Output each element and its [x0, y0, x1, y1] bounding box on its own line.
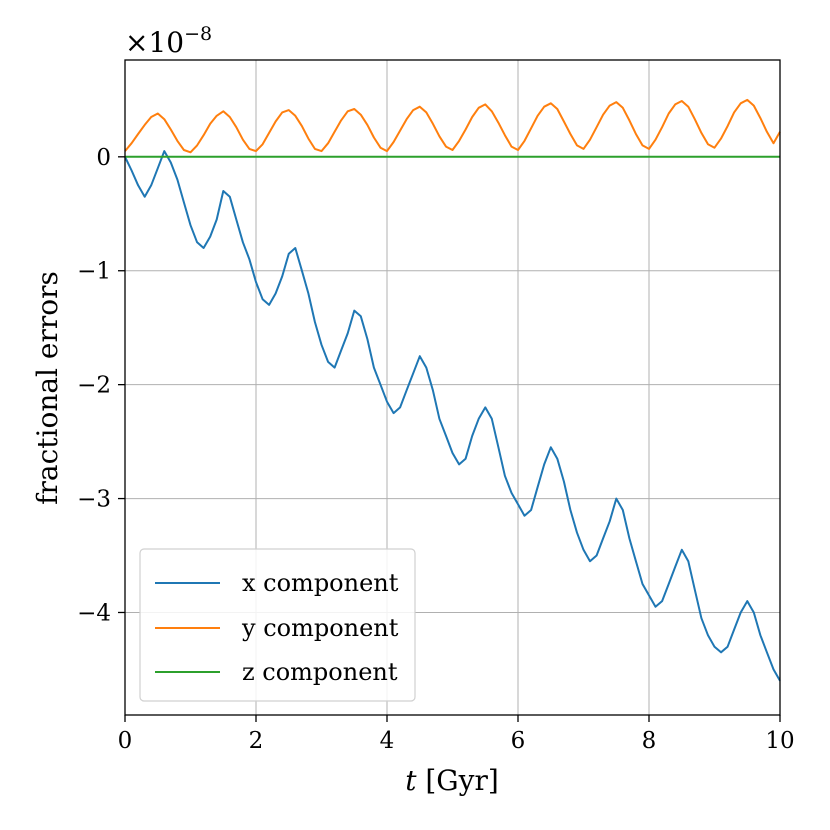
x-tick-label: 0	[118, 728, 133, 754]
x-tick-label: 2	[249, 728, 264, 754]
y-axis-label: fractional errors	[31, 271, 64, 505]
offset-text: ×10−8	[125, 23, 212, 59]
series-layer	[124, 98, 781, 682]
y-tick-label: −2	[77, 373, 111, 399]
legend-label-y: y component	[241, 614, 399, 642]
series-line-x	[124, 150, 781, 682]
y-tick-label: −4	[77, 600, 111, 626]
x-tick-label: 10	[765, 728, 794, 754]
x-tick-label: 8	[642, 728, 657, 754]
legend-box	[139, 548, 416, 702]
legend: x component y component z component	[139, 548, 416, 702]
y-tick-label: −1	[77, 259, 111, 285]
offset-exponent: −8	[184, 23, 212, 45]
legend-label-x: x component	[242, 569, 399, 597]
y-tick-label: 0	[96, 145, 111, 171]
ticks: 0 2 4 6 8 10 0 −1 −2 −3 −4	[77, 145, 795, 754]
y-tick-label: −3	[77, 487, 111, 513]
x-tick-label: 6	[511, 728, 526, 754]
legend-label-z: z component	[242, 658, 398, 686]
x-axis-label: t [Gyr]	[405, 764, 499, 797]
series-line-y	[124, 98, 781, 154]
plot-frame	[124, 59, 781, 716]
x-tick-label: 4	[380, 728, 395, 754]
